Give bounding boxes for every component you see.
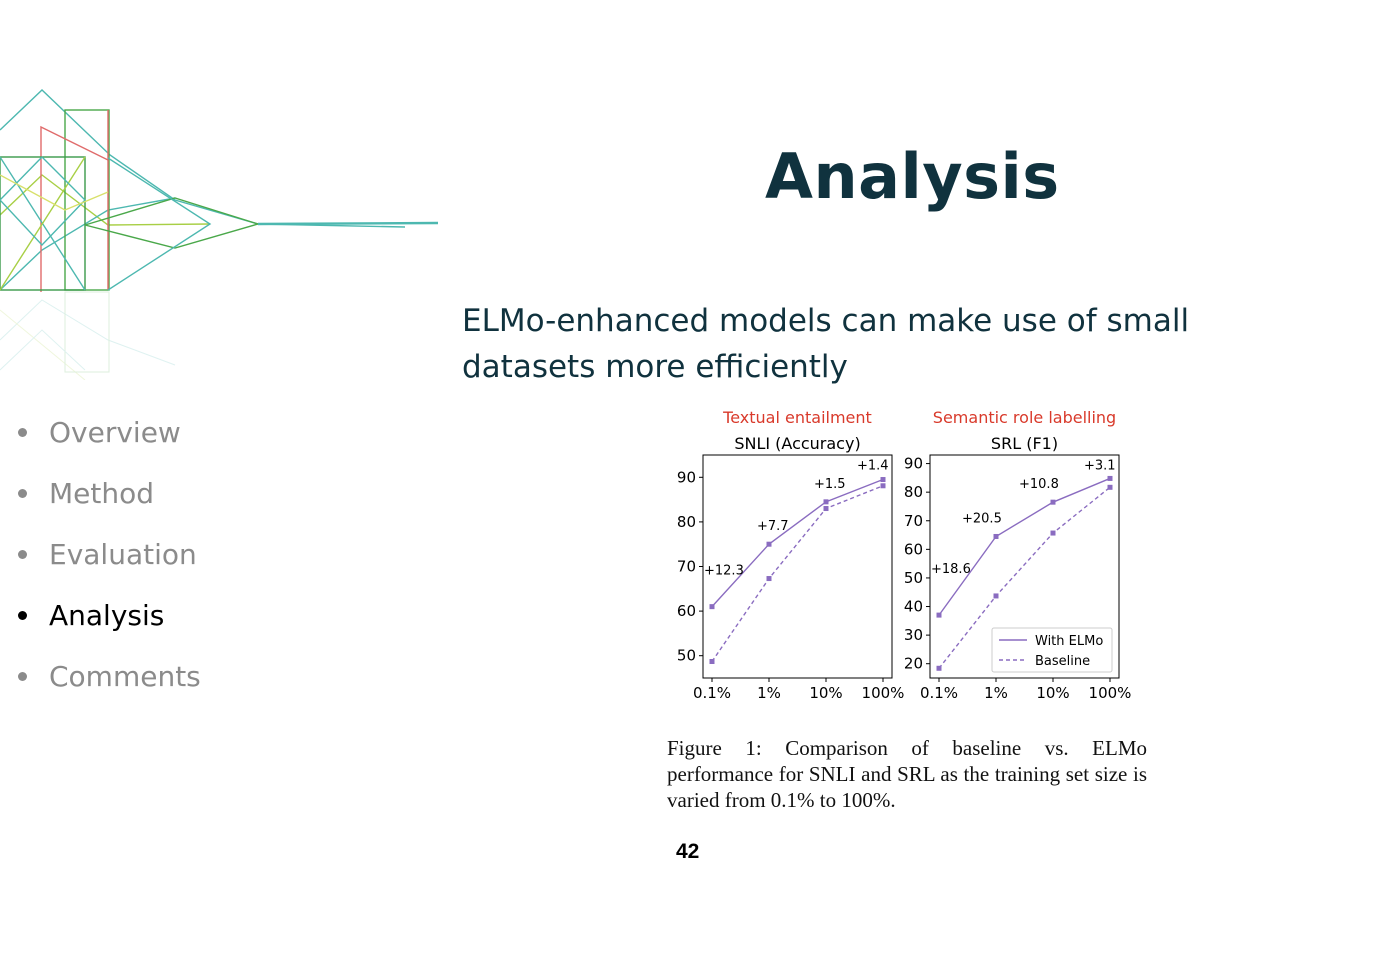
bullet-icon	[18, 550, 27, 559]
decorative-line-art	[0, 89, 439, 380]
data-point	[1107, 484, 1113, 490]
y-tick-label: 30	[904, 626, 923, 644]
gain-annotation: +10.8	[1019, 477, 1059, 492]
figure-charts: Textual entailment SNLI (Accuracy) 50 60 70 8…	[677, 408, 1132, 702]
nav-item-analysis: Analysis	[18, 585, 201, 646]
x-tick-label: 100%	[1089, 684, 1132, 702]
outline-nav: Overview Method Evaluation Analysis Comm…	[18, 402, 201, 707]
nav-item-comments: Comments	[18, 646, 201, 707]
y-tick-label: 50	[904, 569, 923, 587]
chart-title: SRL (F1)	[991, 434, 1058, 453]
gain-annotation: +20.5	[962, 511, 1002, 526]
y-tick-label: 80	[904, 483, 923, 501]
y-tick-label: 90	[677, 468, 696, 486]
data-point	[1050, 499, 1056, 505]
series-line-baseline	[938, 486, 1111, 669]
data-point	[936, 665, 942, 671]
bullet-icon	[18, 672, 27, 681]
gain-annotation: +1.5	[814, 477, 846, 492]
gain-annotation: +18.6	[931, 562, 971, 577]
chart-subtitle: Textual entailment	[722, 408, 872, 427]
nav-item-evaluation: Evaluation	[18, 524, 201, 585]
y-tick-label: 60	[677, 602, 696, 620]
legend-label: With ELMo	[1035, 634, 1103, 649]
chart-title: SNLI (Accuracy)	[734, 434, 860, 453]
legend-box	[991, 627, 1113, 673]
data-point	[766, 541, 772, 547]
series-line-baseline	[711, 485, 884, 662]
bullet-icon	[18, 428, 27, 437]
series-line-with-elmo	[711, 478, 884, 608]
bullet-icon	[18, 489, 27, 498]
gain-annotation: +1.4	[857, 459, 889, 474]
y-tick-label: 90	[904, 455, 923, 473]
x-tick-label: 100%	[862, 684, 905, 702]
data-point	[766, 576, 772, 582]
page-number: 42	[676, 840, 700, 863]
y-tick-label: 70	[904, 512, 923, 530]
x-tick-label: 0.1%	[920, 684, 958, 702]
headline: ELMo-enhanced models can make use of sma…	[462, 303, 1190, 385]
data-point	[1050, 530, 1056, 536]
x-tick-label: 1%	[984, 684, 1008, 702]
figure-caption: Figure 1: Comparison of baseline vs. ELM…	[667, 736, 1147, 812]
data-point	[709, 658, 715, 664]
data-point	[880, 477, 886, 483]
legend-label: Baseline	[1035, 654, 1090, 669]
x-tick-label: 0.1%	[693, 684, 731, 702]
nav-item-label: Comments	[49, 660, 201, 693]
chart-panel-1: Textual entailment SNLI (Accuracy) 50 60 70 8…	[677, 408, 905, 702]
y-tick-label: 40	[904, 598, 923, 616]
data-point	[1107, 475, 1113, 481]
nav-item-overview: Overview	[18, 402, 201, 463]
y-tick-label: 70	[677, 558, 696, 576]
data-point	[823, 506, 829, 512]
x-tick-label: 10%	[1036, 684, 1069, 702]
x-tick-label: 10%	[809, 684, 842, 702]
y-tick-label: 50	[677, 647, 696, 665]
nav-item-method: Method	[18, 463, 201, 524]
gain-annotation: +7.7	[757, 519, 789, 534]
chart-panel-2: Semantic role labelling SRL (F1) 20 30 40 50 6…	[904, 408, 1132, 702]
slide-title: Analysis	[765, 140, 1060, 213]
x-tick-label: 1%	[757, 684, 781, 702]
gain-annotation: +12.3	[704, 564, 744, 579]
data-point	[880, 483, 886, 489]
nav-item-label: Evaluation	[49, 538, 197, 571]
chart-legend: With ELMo Baseline	[991, 627, 1113, 673]
y-tick-label: 20	[904, 655, 923, 673]
data-point	[993, 533, 999, 539]
y-tick-label: 60	[904, 540, 923, 558]
gain-annotation: +3.1	[1084, 458, 1116, 473]
plot-frame	[929, 454, 1120, 679]
nav-item-label: Overview	[49, 416, 181, 449]
data-point	[709, 604, 715, 610]
nav-item-label: Method	[49, 477, 155, 510]
chart-subtitle: Semantic role labelling	[933, 408, 1116, 427]
series-line-with-elmo	[938, 477, 1111, 616]
data-point	[823, 499, 829, 505]
nav-item-label: Analysis	[49, 599, 165, 632]
bullet-icon	[18, 611, 27, 620]
data-point	[936, 612, 942, 618]
data-point	[993, 593, 999, 599]
y-tick-label: 80	[677, 513, 696, 531]
